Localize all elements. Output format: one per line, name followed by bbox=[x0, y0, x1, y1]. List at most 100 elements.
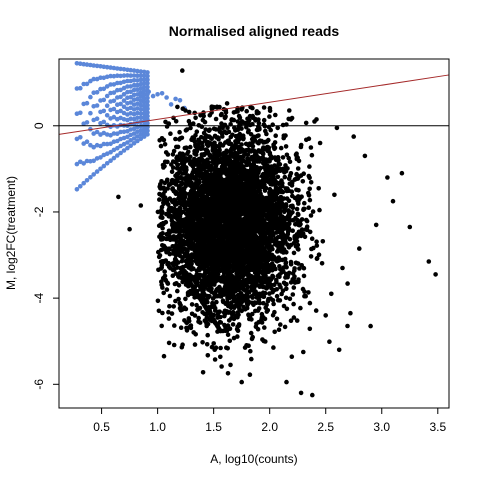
data-point bbox=[228, 243, 234, 249]
data-point bbox=[280, 189, 286, 195]
low-count-point bbox=[104, 93, 110, 99]
data-point bbox=[209, 282, 214, 288]
data-point bbox=[273, 192, 279, 198]
low-count-point bbox=[173, 96, 178, 102]
data-point bbox=[246, 160, 252, 165]
low-count-point bbox=[104, 141, 110, 147]
data-point bbox=[219, 364, 224, 369]
low-count-point bbox=[78, 135, 83, 140]
data-point bbox=[254, 271, 260, 277]
data-point bbox=[308, 254, 314, 259]
data-point bbox=[218, 151, 223, 157]
data-point bbox=[166, 228, 172, 234]
data-point bbox=[288, 259, 294, 265]
data-point bbox=[280, 181, 285, 186]
data-point bbox=[254, 295, 260, 300]
data-point bbox=[183, 296, 188, 302]
data-point bbox=[169, 311, 175, 316]
data-point bbox=[178, 136, 183, 141]
low-count-point bbox=[111, 106, 117, 112]
data-point bbox=[311, 245, 316, 251]
data-point bbox=[198, 225, 203, 231]
data-point bbox=[272, 329, 278, 335]
low-count-point bbox=[84, 139, 90, 144]
data-point bbox=[179, 153, 184, 159]
data-point bbox=[236, 300, 241, 306]
low-count-point bbox=[121, 73, 127, 78]
data-point bbox=[203, 263, 208, 269]
low-count-point bbox=[138, 77, 144, 83]
data-point bbox=[204, 342, 210, 347]
low-count-point bbox=[111, 131, 117, 136]
data-point bbox=[198, 246, 203, 251]
data-point bbox=[277, 234, 283, 240]
low-count-point bbox=[132, 83, 138, 88]
data-point bbox=[267, 214, 273, 219]
data-point bbox=[166, 207, 172, 212]
low-count-point bbox=[135, 78, 140, 83]
data-point bbox=[239, 279, 244, 285]
low-count-point bbox=[88, 110, 93, 116]
data-point bbox=[289, 354, 295, 360]
data-point bbox=[202, 119, 208, 125]
data-point bbox=[205, 353, 211, 358]
data-point bbox=[255, 203, 261, 208]
low-count-point bbox=[135, 115, 140, 120]
data-point bbox=[230, 322, 236, 327]
low-count-point bbox=[104, 113, 110, 118]
data-point bbox=[303, 120, 309, 126]
data-point bbox=[271, 197, 277, 203]
data-point bbox=[156, 223, 162, 228]
data-point bbox=[239, 142, 244, 147]
data-point bbox=[308, 145, 314, 150]
data-point bbox=[261, 338, 267, 344]
data-point bbox=[262, 139, 268, 145]
data-point bbox=[193, 142, 198, 148]
low-count-point bbox=[145, 73, 150, 79]
data-point bbox=[302, 289, 307, 295]
data-point bbox=[194, 302, 199, 308]
data-point bbox=[200, 340, 205, 345]
low-count-point bbox=[81, 161, 86, 166]
data-point bbox=[175, 288, 180, 294]
data-point bbox=[263, 128, 268, 134]
data-point bbox=[267, 108, 273, 114]
data-point bbox=[235, 145, 241, 150]
data-point bbox=[245, 152, 251, 157]
low-count-point bbox=[101, 163, 107, 169]
data-point bbox=[175, 144, 181, 150]
data-point bbox=[211, 211, 217, 217]
data-point bbox=[202, 202, 208, 208]
data-point bbox=[177, 243, 183, 248]
low-count-point bbox=[115, 87, 120, 93]
low-count-point bbox=[111, 147, 117, 153]
data-point bbox=[159, 136, 165, 141]
data-point bbox=[261, 157, 266, 162]
data-point bbox=[178, 325, 184, 331]
data-point bbox=[309, 236, 315, 241]
data-point bbox=[227, 338, 233, 344]
data-point bbox=[208, 187, 213, 192]
data-point bbox=[287, 236, 293, 242]
data-point bbox=[267, 114, 272, 119]
data-point bbox=[224, 233, 230, 238]
low-count-point bbox=[135, 134, 140, 139]
low-count-point bbox=[74, 61, 80, 66]
data-point bbox=[274, 316, 280, 322]
data-point bbox=[229, 285, 235, 290]
data-point bbox=[236, 322, 242, 327]
data-point bbox=[215, 135, 221, 140]
data-point bbox=[307, 229, 313, 235]
data-point bbox=[183, 306, 189, 312]
low-count-point bbox=[74, 187, 80, 192]
data-point bbox=[307, 300, 313, 306]
low-count-point bbox=[91, 144, 96, 150]
points-layer bbox=[74, 61, 438, 398]
data-point bbox=[299, 227, 305, 232]
data-point bbox=[291, 250, 297, 256]
data-point bbox=[254, 246, 260, 252]
chart-title: Normalised aligned reads bbox=[169, 23, 340, 39]
data-point bbox=[166, 309, 171, 315]
low-count-point bbox=[108, 158, 113, 163]
low-count-point bbox=[111, 114, 117, 120]
